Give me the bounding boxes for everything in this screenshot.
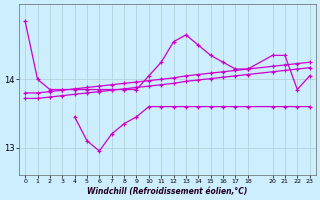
X-axis label: Windchill (Refroidissement éolien,°C): Windchill (Refroidissement éolien,°C) [87,187,248,196]
